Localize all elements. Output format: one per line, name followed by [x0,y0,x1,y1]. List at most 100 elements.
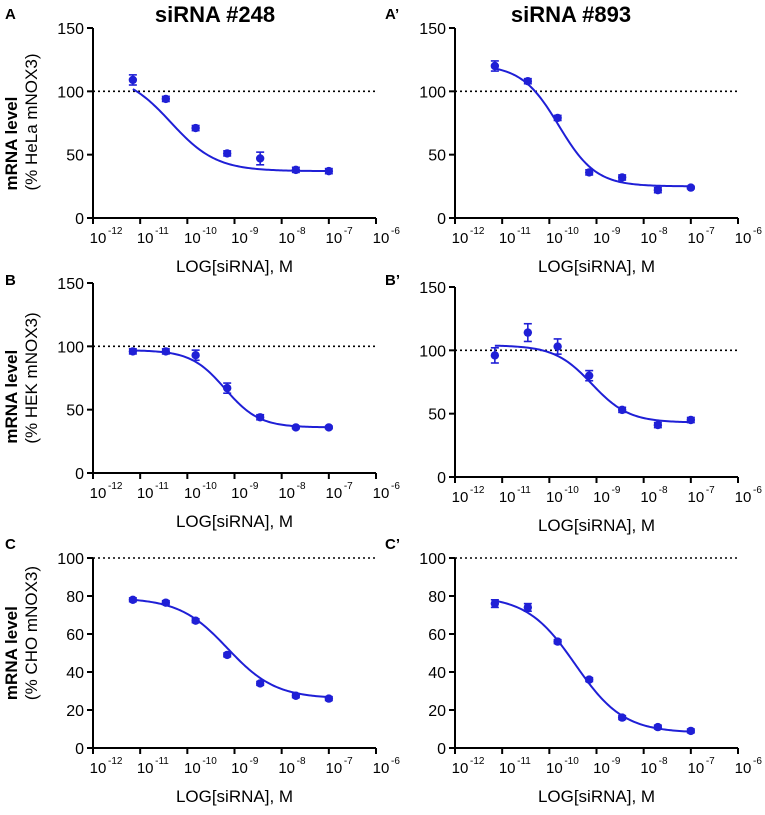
panel-label-a: A [5,6,16,23]
x-tick-exponent: -10 [564,485,579,496]
y-tick-label: 150 [57,276,84,293]
x-tick-label: 10 [499,230,516,247]
data-point [653,420,663,430]
data-point [584,675,594,684]
y-tick-label: 80 [66,589,84,606]
x-tick-exponent: -6 [391,481,400,492]
y-tick-label: 0 [437,741,446,758]
x-tick-exponent: -7 [344,226,353,237]
x-tick-exponent: -8 [297,756,306,767]
data-point [291,165,301,175]
x-tick-label: 10 [546,230,563,247]
y-tick-label: 0 [437,211,446,228]
data-point [191,351,200,360]
x-tick-label: 10 [184,760,201,777]
x-tick-label: 10 [593,760,610,777]
fit-curve [494,599,691,733]
x-tick-label: 10 [90,485,107,502]
data-point [523,603,533,612]
y-tick-label: 150 [57,21,84,38]
x-axis-label: LOG[siRNA], M [538,257,655,276]
x-tick-label: 10 [687,489,704,506]
data-point [324,423,334,432]
x-tick-label: 10 [687,760,704,777]
x-tick-exponent: -6 [753,756,762,767]
y-tick-label: 100 [57,339,84,356]
x-tick-exponent: -9 [612,226,621,237]
x-tick-exponent: -10 [202,226,217,237]
data-point [255,679,265,688]
x-tick-exponent: -8 [659,756,668,767]
x-axis-label: LOG[siRNA], M [538,516,655,535]
x-tick-exponent: -11 [155,226,169,237]
y-tick-label: 80 [428,589,446,606]
x-tick-exponent: -6 [753,485,762,496]
x-tick-exponent: -6 [753,226,762,237]
x-tick-label: 10 [499,489,516,506]
data-point [291,691,301,700]
x-tick-exponent: -6 [391,226,400,237]
x-tick-label: 10 [546,489,563,506]
x-tick-exponent: -11 [517,756,531,767]
y-tick-label: 0 [437,470,446,487]
x-tick-label: 10 [231,485,248,502]
y-tick-label: 40 [66,665,84,682]
data-point [617,713,627,722]
panel-label-a-prime: A’ [385,6,400,23]
y-tick-label: 0 [75,211,84,228]
x-tick-exponent: -7 [344,756,353,767]
fit-curve [494,67,691,188]
y-tick-label: 0 [75,466,84,483]
data-point [553,342,562,351]
x-tick-label: 10 [137,485,154,502]
data-point [222,650,232,660]
data-point [324,694,334,703]
x-tick-label: 10 [735,489,752,506]
x-tick-label: 10 [184,230,201,247]
x-tick-label: 10 [687,230,704,247]
x-tick-exponent: -12 [470,485,485,496]
data-point [291,423,301,432]
data-point [523,328,533,337]
data-point [191,123,200,133]
x-tick-exponent: -12 [470,756,485,767]
y-tick-label: 50 [66,148,84,165]
x-tick-label: 10 [640,760,657,777]
x-tick-label: 10 [90,760,107,777]
x-axis-label: LOG[siRNA], M [176,512,293,531]
panel-label-c-prime: C’ [385,536,400,553]
y-tick-label: 0 [75,741,84,758]
x-tick-exponent: -12 [108,481,123,492]
x-tick-exponent: -9 [250,481,259,492]
data-point [161,347,171,356]
x-tick-label: 10 [137,760,154,777]
data-point [222,383,232,393]
x-axis-label: LOG[siRNA], M [538,787,655,806]
x-tick-label: 10 [640,230,657,247]
data-point [617,173,627,182]
x-tick-exponent: -6 [391,756,400,767]
x-tick-exponent: -11 [517,226,531,237]
y-tick-label: 100 [419,343,446,360]
x-tick-exponent: -10 [564,756,579,767]
y-tick-label: 20 [428,703,446,720]
data-point [128,595,138,604]
column-title-248: siRNA #248 [154,2,276,27]
data-point [161,94,171,104]
x-tick-label: 10 [278,760,295,777]
x-tick-label: 10 [593,489,610,506]
x-tick-exponent: -8 [659,485,668,496]
x-tick-exponent: -9 [250,756,259,767]
panel-label-b-prime: B’ [385,272,400,289]
data-point [128,347,138,356]
x-tick-label: 10 [373,760,390,777]
y-tick-label: 20 [66,703,84,720]
x-tick-label: 10 [325,760,342,777]
panel-label-c: C [5,536,16,553]
x-tick-exponent: -11 [155,756,169,767]
data-point [686,415,696,425]
x-tick-label: 10 [546,760,563,777]
data-point [490,351,500,360]
x-tick-label: 10 [452,230,469,247]
